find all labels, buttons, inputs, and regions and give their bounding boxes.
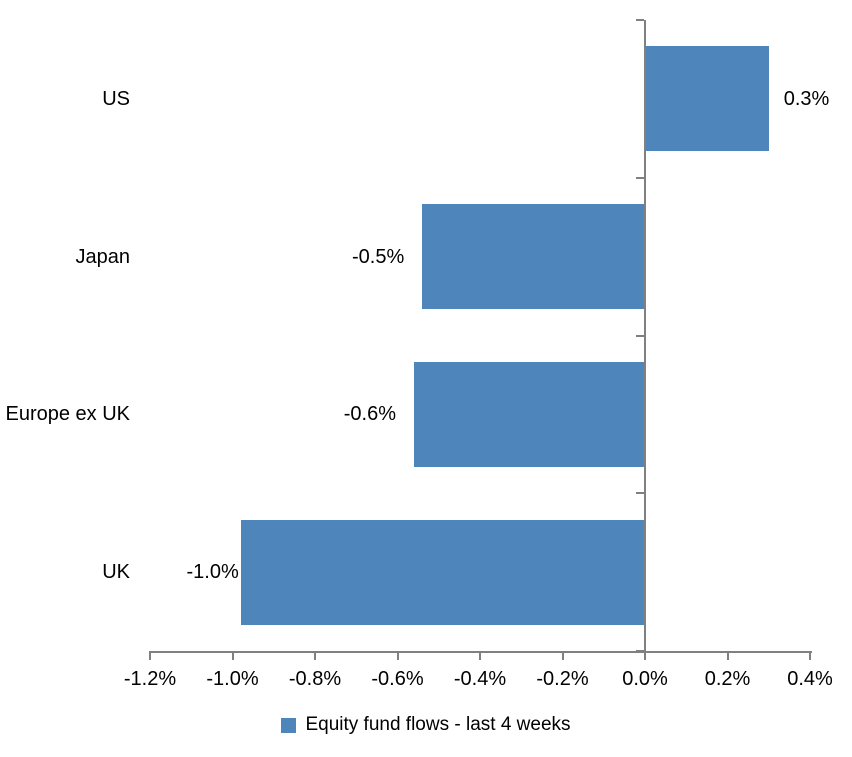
x-tick-label: -0.8% xyxy=(288,668,342,690)
bar-uk xyxy=(240,519,645,625)
zero-axis-line xyxy=(643,20,646,660)
bar-us xyxy=(645,46,769,152)
data-label: 0.3% xyxy=(783,87,830,110)
category-axis-tick xyxy=(636,650,644,652)
x-axis-tick xyxy=(809,651,811,660)
x-tick-label: -1.2% xyxy=(123,668,177,690)
x-tick-label: 0.0% xyxy=(622,668,668,690)
x-axis-tick xyxy=(231,651,234,660)
bar-japan xyxy=(422,204,645,310)
category-label: Europe ex UK xyxy=(5,403,130,426)
category-label: UK xyxy=(102,561,130,584)
x-axis-tick xyxy=(479,651,481,660)
x-axis-tick xyxy=(561,651,564,660)
category-label: Japan xyxy=(75,245,131,268)
x-axis-line xyxy=(150,651,812,653)
x-tick-label: -1.0% xyxy=(206,668,259,690)
category-axis-tick xyxy=(636,492,644,495)
x-axis-tick xyxy=(149,651,151,660)
data-label: -0.5% xyxy=(352,245,405,268)
bar-europe-ex-uk xyxy=(414,361,645,467)
legend: Equity fund flows - last 4 weeks xyxy=(0,710,852,740)
category-label: US xyxy=(102,87,130,110)
x-axis-tick xyxy=(726,651,729,660)
x-axis-tick xyxy=(314,651,316,660)
data-label: -1.0% xyxy=(186,561,239,584)
x-tick-label: -0.4% xyxy=(453,668,507,690)
legend-swatch-icon xyxy=(281,717,297,733)
category-axis-tick xyxy=(636,176,644,179)
category-axis-tick xyxy=(636,334,644,337)
x-tick-label: 0.4% xyxy=(787,668,833,690)
x-tick-label: -0.6% xyxy=(371,668,424,690)
x-tick-label: -0.2% xyxy=(536,668,589,690)
x-tick-label: 0.2% xyxy=(704,668,751,690)
legend-label: Equity fund flows - last 4 weeks xyxy=(305,714,571,735)
category-axis-tick xyxy=(636,19,644,21)
data-label: -0.6% xyxy=(343,403,396,426)
x-axis-tick xyxy=(396,651,399,660)
